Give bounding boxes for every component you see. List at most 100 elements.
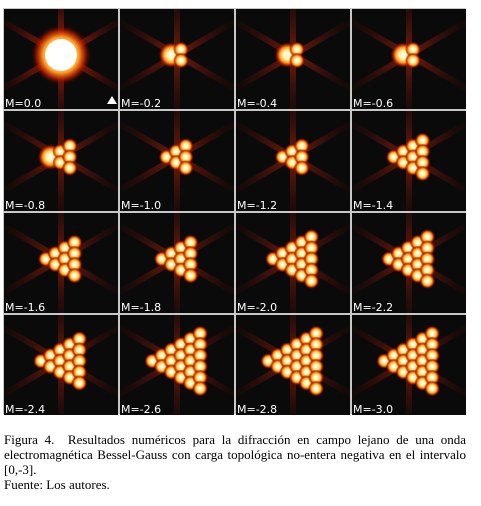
ray (407, 14, 466, 58)
caption-text: Figura 4. Resultados numéricos para la d… (4, 432, 470, 477)
spot (424, 336, 441, 353)
spot (293, 138, 310, 154)
spot (308, 369, 325, 386)
spot (173, 52, 189, 69)
spot (424, 380, 441, 397)
spot (45, 39, 77, 71)
panel-label: M=-1.6 (5, 301, 45, 314)
spot (303, 229, 320, 245)
spot (192, 358, 209, 375)
ray (4, 218, 63, 262)
ray (290, 9, 296, 55)
ray (236, 154, 295, 198)
panel-image (4, 111, 118, 211)
spot (414, 132, 431, 149)
ray (58, 259, 64, 313)
panel-image (236, 315, 350, 415)
spot (182, 234, 199, 251)
spot (419, 240, 436, 256)
ray (4, 256, 63, 300)
spot (424, 347, 441, 364)
panel-label: M=-3.0 (353, 403, 393, 416)
panel-image (236, 111, 350, 211)
spot (182, 256, 199, 273)
panel-image (120, 315, 234, 415)
ray (175, 52, 234, 96)
panel: M=-2.2 (352, 213, 466, 314)
spot (293, 160, 310, 176)
panel-label: M=-0.4 (237, 97, 277, 110)
panel-image (352, 315, 466, 415)
panel-image (352, 213, 466, 313)
panel: M=-1.2 (236, 111, 350, 212)
spot (192, 325, 209, 342)
spot (405, 41, 421, 58)
panel-image (352, 111, 466, 211)
spot (308, 358, 325, 375)
spot (419, 251, 436, 267)
ray (406, 9, 412, 55)
spot (61, 149, 78, 165)
spot (303, 262, 320, 278)
panel-label: M=-0.6 (353, 97, 393, 110)
panel-image (120, 111, 234, 211)
spot (303, 240, 320, 256)
ray (120, 116, 179, 160)
panel: M=-1.8 (120, 213, 234, 314)
spot (289, 52, 305, 69)
ray (406, 157, 412, 211)
ray (58, 111, 64, 157)
spot (177, 138, 194, 154)
spot (71, 375, 88, 391)
spot (303, 273, 320, 289)
spot (182, 245, 199, 262)
panel-label: M=-0.2 (121, 97, 161, 110)
ray (175, 14, 234, 58)
marker (107, 96, 117, 104)
panel-image (236, 9, 350, 109)
ray (58, 213, 64, 259)
panel: M=-1.4 (352, 111, 466, 212)
caption: Figura 4. Resultados numéricos para la d… (4, 432, 466, 492)
caption-source: Fuente: Los autores. (4, 477, 110, 492)
spot (71, 331, 88, 347)
figure: M=0.0 M=-0.2 M=-0.4 M=-0.6 M=-0.8 M=-1.0 M=-1.… (3, 8, 466, 416)
spot (61, 160, 78, 176)
spot (414, 143, 431, 160)
panel-label: M=-1.0 (121, 199, 161, 212)
spot (308, 347, 325, 364)
panel: M=-2.6 (120, 315, 234, 416)
panel-label: M=-2.6 (121, 403, 161, 416)
panel-label: M=-1.8 (121, 301, 161, 314)
panel: M=-3.0 (352, 315, 466, 416)
spot (61, 138, 78, 154)
spot (182, 267, 199, 284)
panel: M=-0.8 (4, 111, 118, 212)
panel: M=-0.6 (352, 9, 466, 110)
spot (177, 160, 194, 176)
ray (120, 218, 179, 262)
spot (71, 353, 88, 369)
ray (120, 256, 179, 300)
ray (174, 55, 180, 109)
spot (405, 52, 421, 69)
spot (424, 325, 441, 342)
ray (174, 111, 180, 157)
spot (192, 336, 209, 353)
spot (173, 41, 189, 58)
panel-image (4, 213, 118, 313)
panel-label: M=-2.8 (237, 403, 277, 416)
panel: M=-0.4 (236, 9, 350, 110)
ray (406, 55, 412, 109)
spot (66, 267, 83, 284)
panel: M=-2.4 (4, 315, 118, 416)
ray (406, 111, 412, 157)
panel: M=-0.2 (120, 9, 234, 110)
spot (177, 149, 194, 165)
ray (407, 52, 466, 96)
spot (289, 41, 305, 58)
spot (414, 165, 431, 182)
spot (308, 325, 325, 342)
panel-image (352, 9, 466, 109)
